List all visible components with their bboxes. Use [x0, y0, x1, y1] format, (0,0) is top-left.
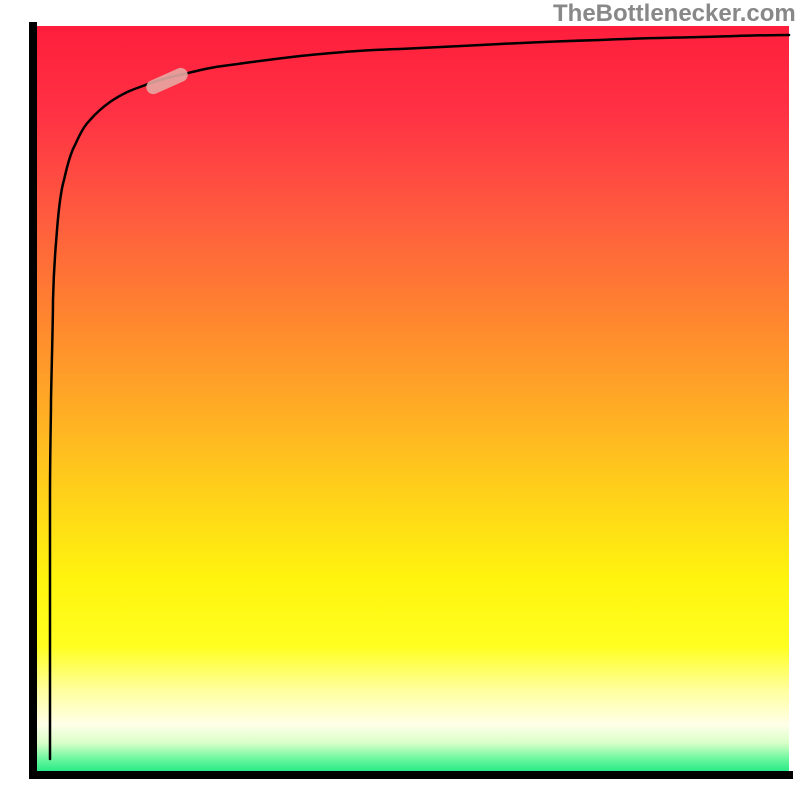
- curve-layer: [0, 0, 800, 800]
- attribution-text: TheBottlenecker.com: [553, 0, 796, 28]
- y-axis-line: [29, 22, 37, 779]
- bottleneck-curve: [50, 35, 789, 759]
- chart-container: TheBottlenecker.com: [0, 0, 800, 800]
- highlight-marker: [144, 66, 190, 97]
- x-axis-line: [29, 771, 793, 779]
